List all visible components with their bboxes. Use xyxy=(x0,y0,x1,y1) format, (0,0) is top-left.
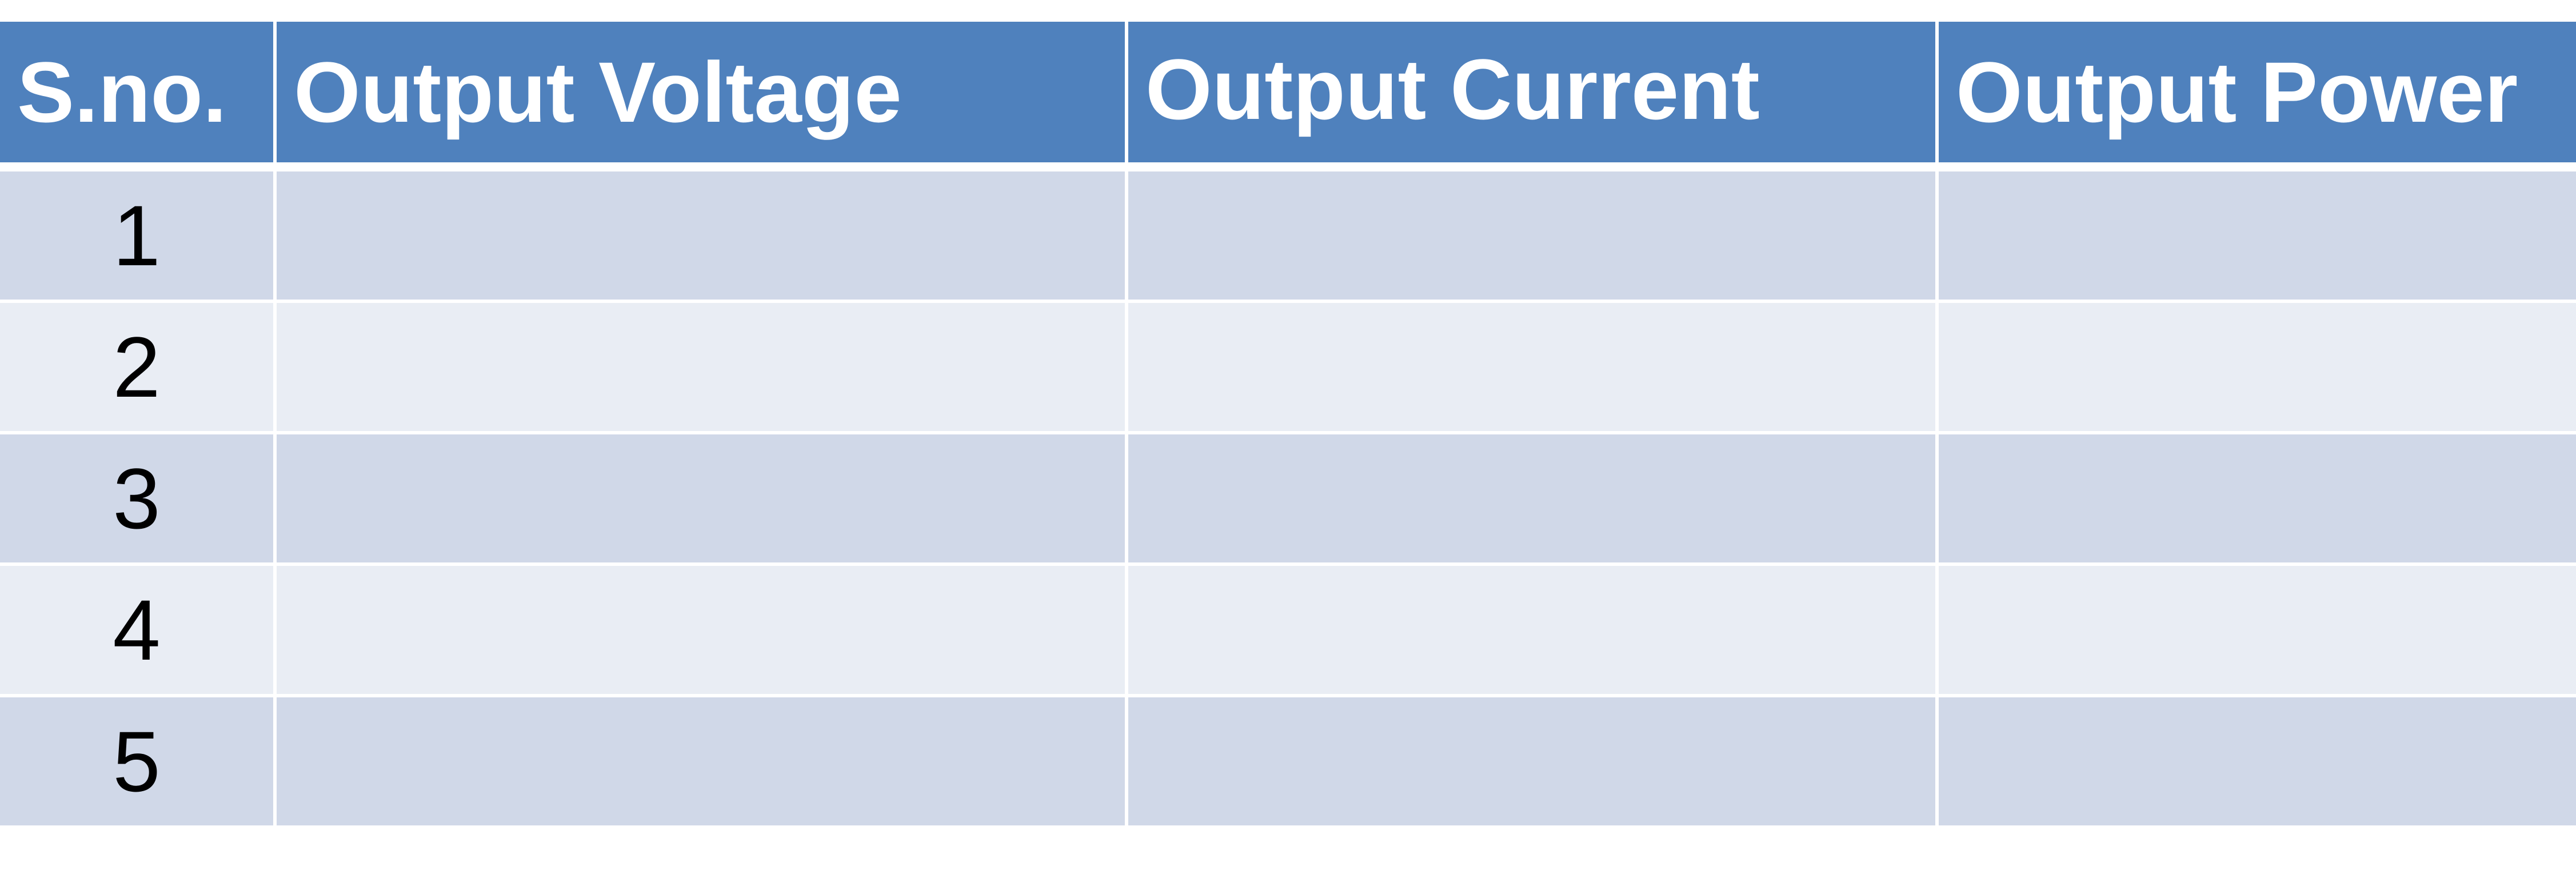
table-cell-voltage xyxy=(277,171,1128,303)
table-cell-current xyxy=(1128,434,1939,566)
table-cell-power xyxy=(1939,303,2576,434)
table-cell-sno: 2 xyxy=(0,303,277,434)
table-cell-voltage xyxy=(277,434,1128,566)
header-output-power: Output Power xyxy=(1939,22,2576,171)
table-cell-current xyxy=(1128,303,1939,434)
header-output-voltage: Output Voltage xyxy=(277,22,1128,171)
table-cell-sno: 4 xyxy=(0,566,277,697)
table-cell-sno: 5 xyxy=(0,697,277,829)
table-cell-power xyxy=(1939,434,2576,566)
table-cell-sno: 1 xyxy=(0,171,277,303)
table-cell-sno: 3 xyxy=(0,434,277,566)
table-cell-power xyxy=(1939,566,2576,697)
data-table: S.no. Output Voltage Output Current Outp… xyxy=(0,22,2576,829)
table-cell-voltage xyxy=(277,566,1128,697)
table-cell-voltage xyxy=(277,303,1128,434)
table-cell-power xyxy=(1939,171,2576,303)
table-cell-current xyxy=(1128,697,1939,829)
table-cell-current xyxy=(1128,171,1939,303)
table-cell-power xyxy=(1939,697,2576,829)
header-sno: S.no. xyxy=(0,22,277,171)
table-cell-current xyxy=(1128,566,1939,697)
table-cell-voltage xyxy=(277,697,1128,829)
header-output-current: Output Current xyxy=(1128,22,1939,171)
